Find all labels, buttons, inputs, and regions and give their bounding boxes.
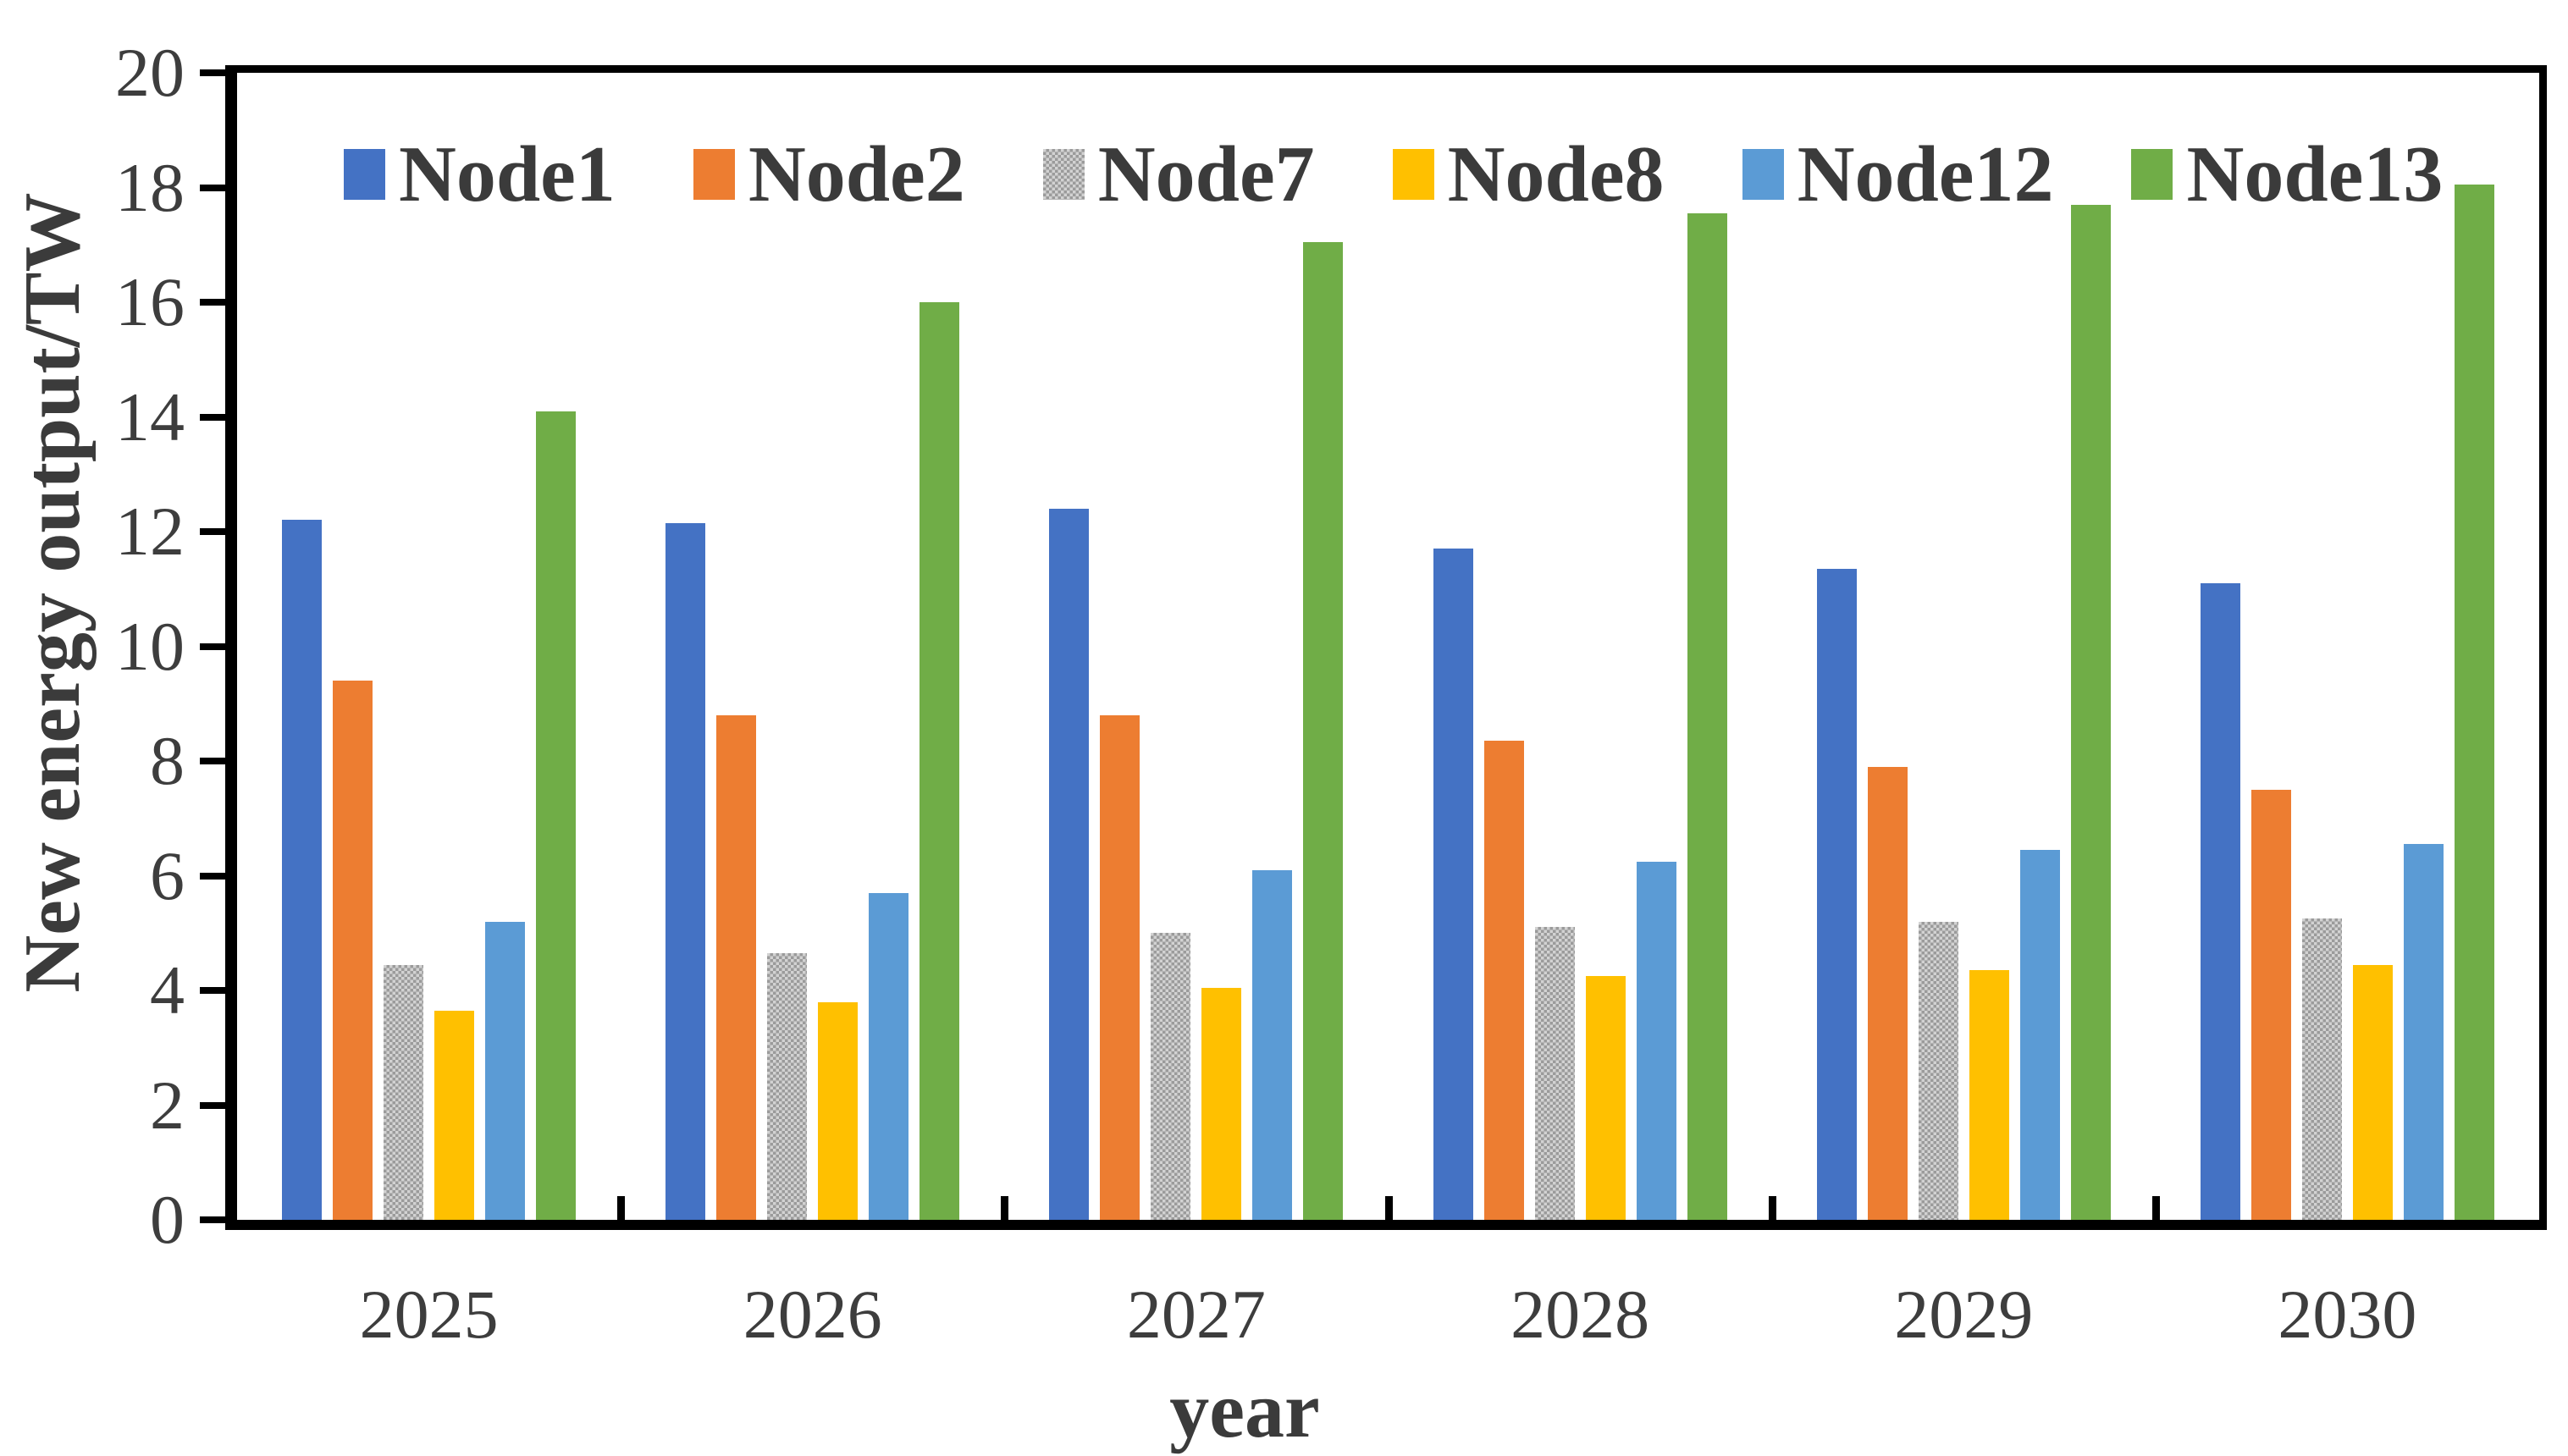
x-category-label-2028: 2028 [1510, 1276, 1650, 1353]
legend-label: Node12 [1797, 130, 2054, 218]
bar-node2-2028 [1483, 741, 1524, 1220]
legend-label: Node8 [1447, 130, 1665, 218]
legend-swatch-icon [2131, 149, 2173, 200]
bar-node7-2028 [1534, 927, 1575, 1220]
bar-node13-2028 [1687, 213, 1727, 1220]
x-axis-tick [1768, 1196, 1776, 1220]
bar-node8-2027 [1201, 987, 1242, 1220]
x-category-label-2026: 2026 [743, 1276, 882, 1353]
y-tick-label-6: 6 [150, 836, 185, 914]
bar-node13-2029 [2070, 204, 2111, 1220]
bar-node8-2026 [818, 1001, 859, 1220]
legend-swatch-icon [344, 149, 385, 200]
legend-item-node1: Node1 [344, 129, 616, 220]
x-category-label-2029: 2029 [1894, 1276, 2034, 1353]
bar-node12-2027 [1252, 869, 1293, 1220]
bar-node1-2025 [282, 520, 323, 1220]
bar-node2-2029 [1867, 766, 1908, 1220]
y-axis-tick [200, 69, 225, 76]
bar-node13-2025 [536, 411, 577, 1220]
bar-node1-2026 [665, 522, 706, 1220]
y-tick-label-8: 8 [150, 722, 185, 799]
y-axis-tick [200, 758, 225, 764]
x-category-label-2030: 2030 [2278, 1276, 2417, 1353]
bar-node12-2026 [869, 892, 909, 1220]
bar-node7-2026 [767, 952, 808, 1220]
bar-node8-2029 [1969, 970, 2009, 1220]
y-axis-tick [200, 872, 225, 880]
legend-label: Node2 [748, 130, 965, 218]
bar-node2-2025 [333, 681, 373, 1220]
y-tick-label-18: 18 [115, 148, 185, 226]
bar-node1-2030 [2200, 582, 2240, 1220]
bar-node7-2025 [384, 964, 424, 1220]
bar-node8-2025 [434, 1010, 475, 1220]
y-tick-label-0: 0 [150, 1181, 185, 1258]
x-category-label-2025: 2025 [359, 1276, 499, 1353]
y-tick-label-4: 4 [150, 951, 185, 1029]
bar-node2-2026 [716, 714, 757, 1220]
legend-swatch-icon [1742, 149, 1784, 200]
bar-node13-2030 [2454, 185, 2494, 1220]
bar-node1-2028 [1433, 549, 1473, 1220]
bar-node2-2030 [2250, 789, 2291, 1220]
bar-node8-2030 [2352, 964, 2393, 1220]
x-axis-tick [1384, 1196, 1393, 1220]
legend-label: Node1 [399, 130, 616, 218]
y-tick-label-20: 20 [115, 34, 185, 111]
y-tick-label-10: 10 [115, 607, 185, 685]
y-axis-tick [200, 184, 225, 191]
bar-node8-2028 [1585, 976, 1626, 1220]
legend-item-node12: Node12 [1742, 129, 2054, 220]
legend-item-node8: Node8 [1392, 129, 1665, 220]
legend-item-node2: Node2 [693, 129, 965, 220]
x-axis-title: year [1169, 1366, 1320, 1454]
x-category-label-2027: 2027 [1126, 1276, 1266, 1353]
legend-item-node13: Node13 [2131, 129, 2443, 220]
legend-label: Node7 [1097, 130, 1315, 218]
y-axis-tick [200, 528, 225, 535]
bar-node13-2027 [1303, 241, 1344, 1220]
y-axis-tick [200, 987, 225, 994]
bar-node12-2029 [2019, 850, 2060, 1220]
x-axis-tick [2151, 1196, 2160, 1220]
bar-node1-2029 [1816, 569, 1857, 1220]
y-axis-tick [200, 413, 225, 421]
y-tick-label-16: 16 [115, 263, 185, 340]
bar-node12-2030 [2403, 844, 2444, 1220]
plot-area: 2025 2026 2027 2028 2029 2030 0 2 4 6 8 10 12 14 16 18 2… [115, 34, 2547, 1353]
y-axis-tick [200, 1101, 225, 1109]
y-axis-tick [200, 299, 225, 306]
legend-swatch-icon [1042, 149, 1085, 200]
bar-node2-2027 [1100, 714, 1140, 1220]
legend-swatch-icon [693, 149, 735, 200]
legend: Node1 Node2 Node7 Node8 Node12 Node13 [344, 129, 2443, 220]
y-tick-label-2: 2 [150, 1066, 185, 1144]
legend-item-node7: Node7 [1042, 129, 1315, 220]
bar-node12-2025 [485, 921, 526, 1220]
bar-node7-2030 [2301, 918, 2342, 1220]
y-axis-tick [200, 643, 225, 650]
y-axis-tick [200, 1216, 225, 1223]
y-tick-label-14: 14 [115, 378, 185, 455]
legend-swatch-icon [1392, 149, 1434, 200]
bar-node12-2028 [1636, 861, 1676, 1220]
y-tick-label-12: 12 [115, 493, 185, 570]
bar-node13-2026 [920, 302, 960, 1220]
bar-node7-2027 [1151, 933, 1191, 1220]
x-axis-tick [1001, 1196, 1009, 1220]
legend-label: Node13 [2186, 130, 2444, 218]
x-axis-tick [617, 1196, 626, 1220]
bar-node1-2027 [1049, 508, 1090, 1220]
bar-node7-2029 [1918, 921, 1958, 1220]
